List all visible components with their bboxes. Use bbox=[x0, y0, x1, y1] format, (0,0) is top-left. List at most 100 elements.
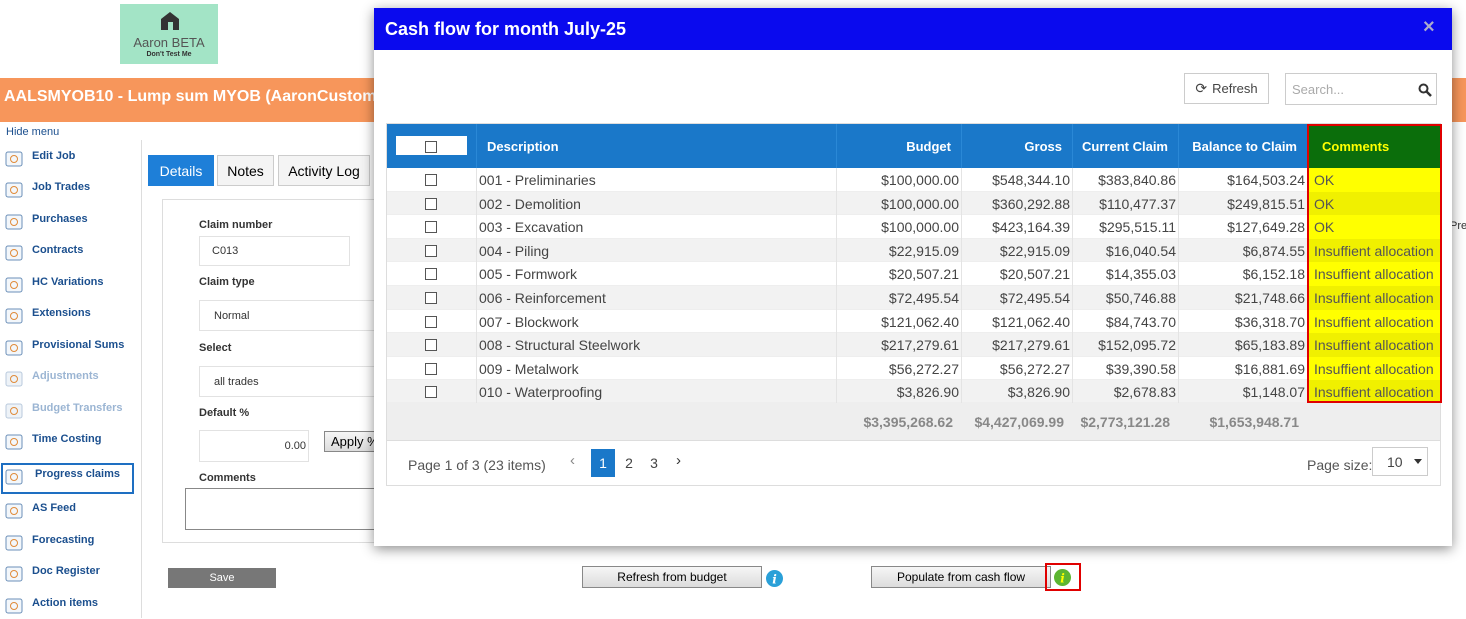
row-checkbox[interactable] bbox=[425, 316, 437, 328]
tab[interactable]: Activity Log bbox=[278, 155, 370, 186]
row-checkbox[interactable] bbox=[425, 174, 437, 186]
grid: Description Budget Gross Current Claim Balan… bbox=[386, 123, 1442, 486]
column-header[interactable]: Budget bbox=[836, 124, 961, 168]
menu-item[interactable]: Time Costing bbox=[32, 433, 102, 445]
dropdown-arrow bbox=[1414, 459, 1422, 464]
row-checkbox[interactable] bbox=[425, 339, 437, 351]
select-all-box bbox=[396, 136, 467, 155]
page-size-select[interactable]: 10 bbox=[1372, 447, 1428, 476]
page-active[interactable]: 1 bbox=[591, 449, 615, 477]
search-input[interactable]: Search... bbox=[1285, 73, 1437, 105]
claim-number-input[interactable]: C013 bbox=[199, 236, 350, 266]
cell: $22,915.09 bbox=[961, 239, 1072, 262]
column-header[interactable]: Balance to Claim bbox=[1178, 124, 1307, 168]
info-icon[interactable]: i bbox=[1053, 568, 1072, 587]
menu-item[interactable]: Budget Transfers bbox=[32, 402, 123, 414]
menu-item[interactable]: Provisional Sums bbox=[32, 339, 125, 351]
comment-cell: OK bbox=[1307, 168, 1442, 192]
row-checkbox[interactable] bbox=[425, 221, 437, 233]
info-icon[interactable]: i bbox=[765, 569, 784, 588]
close-button[interactable]: × bbox=[1423, 16, 1435, 38]
refresh-button[interactable]: ⟳ Refresh bbox=[1184, 73, 1269, 104]
svg-text:i: i bbox=[772, 573, 777, 587]
cell: $249,815.51 bbox=[1178, 192, 1307, 215]
checkbox[interactable] bbox=[425, 141, 437, 153]
cell: $100,000.00 bbox=[836, 192, 961, 215]
hide-menu[interactable]: Hide menu bbox=[6, 126, 60, 138]
grid-header bbox=[387, 124, 1440, 168]
column-header[interactable]: Gross bbox=[961, 124, 1072, 168]
cell: $72,495.54 bbox=[836, 286, 961, 310]
table-row bbox=[387, 168, 1440, 192]
cell: $56,272.27 bbox=[836, 357, 961, 380]
comment-cell: Insuffient allocation bbox=[1307, 239, 1442, 262]
menu-item[interactable]: Doc Register bbox=[32, 565, 100, 577]
menu-item[interactable]: Job Trades bbox=[32, 181, 91, 193]
column-header[interactable]: Current Claim bbox=[1072, 124, 1178, 168]
header-title: AALSMYOB10 - Lump sum MYOB (AaronCustome… bbox=[4, 88, 397, 105]
menu-item[interactable]: HC Variations bbox=[32, 276, 104, 288]
menu-item[interactable]: AS Feed bbox=[32, 502, 77, 514]
logo[interactable]: Aaron BETA Don't Test Me bbox=[120, 4, 218, 64]
populate-button[interactable]: Populate from cash flow bbox=[871, 566, 1051, 588]
cell: $6,874.55 bbox=[1178, 239, 1307, 262]
row-checkbox[interactable] bbox=[425, 268, 437, 280]
cell: $110,477.37 bbox=[1072, 192, 1178, 215]
column-header[interactable]: Description bbox=[476, 124, 836, 168]
page-size-value: 10 bbox=[1387, 453, 1403, 470]
menu-item[interactable]: Forecasting bbox=[32, 534, 95, 546]
logo-tagline: Don't Test Me bbox=[146, 51, 192, 58]
menu-item[interactable]: Action items bbox=[32, 597, 99, 609]
cell: $72,495.54 bbox=[961, 286, 1072, 310]
label: Claim number bbox=[199, 219, 273, 231]
menu-item[interactable]: Contracts bbox=[32, 244, 84, 256]
total-cell: $4,427,069.99 bbox=[974, 413, 1064, 430]
cell: $16,040.54 bbox=[1072, 239, 1178, 262]
page-size-label: Page size: bbox=[1307, 457, 1373, 473]
refresh-budget-button[interactable]: Refresh from budget bbox=[582, 566, 762, 588]
menu-icon bbox=[4, 338, 24, 358]
menu-item[interactable]: Adjustments bbox=[32, 370, 99, 382]
claim-type-select[interactable]: Normal bbox=[199, 300, 379, 331]
menu-item[interactable]: Purchases bbox=[32, 213, 88, 225]
menu-item[interactable]: Progress claims bbox=[35, 468, 120, 480]
total-cell: $2,773,121.28 bbox=[1080, 413, 1170, 430]
menu-icon bbox=[4, 467, 24, 487]
apply-button[interactable]: Apply % bbox=[324, 431, 384, 452]
menu-item[interactable]: Extensions bbox=[32, 307, 91, 319]
cell: $295,515.11 bbox=[1072, 215, 1178, 239]
page-link[interactable]: 2 bbox=[625, 455, 633, 471]
tab-active[interactable]: Details bbox=[148, 155, 214, 186]
save-button[interactable]: Save bbox=[168, 568, 276, 588]
table-row bbox=[387, 357, 1440, 380]
modal: Cash flow for month July-25 × ⟳ Refresh S… bbox=[374, 8, 1452, 546]
comments-textarea[interactable] bbox=[185, 488, 385, 530]
row-checkbox[interactable] bbox=[425, 386, 437, 398]
page-link[interactable]: 3 bbox=[650, 455, 658, 471]
row-checkbox[interactable] bbox=[425, 198, 437, 210]
row-checkbox[interactable] bbox=[425, 363, 437, 375]
cell: $65,183.89 bbox=[1178, 333, 1307, 357]
pager-next[interactable]: › bbox=[676, 452, 681, 469]
menu-item[interactable]: Edit Job bbox=[32, 150, 76, 162]
table-row bbox=[387, 262, 1440, 286]
cell: $217,279.61 bbox=[961, 333, 1072, 357]
search-icon bbox=[1418, 83, 1432, 97]
sidebar: Edit Job Job Trades Purchases Contracts HC V… bbox=[0, 140, 142, 618]
row-checkbox[interactable] bbox=[425, 245, 437, 257]
comment-cell: OK bbox=[1307, 192, 1442, 215]
cell: $16,881.69 bbox=[1178, 357, 1307, 380]
table-row bbox=[387, 239, 1440, 262]
row-checkbox[interactable] bbox=[425, 292, 437, 304]
cell: $100,000.00 bbox=[836, 168, 961, 192]
tab[interactable]: Notes bbox=[217, 155, 274, 186]
menu-icon bbox=[4, 596, 24, 616]
modal-titlebar: Cash flow for month July-25 × bbox=[374, 8, 1452, 50]
cell: $3,826.90 bbox=[836, 380, 961, 403]
menu-icon bbox=[4, 432, 24, 452]
default-input[interactable]: 0.00 bbox=[199, 430, 309, 462]
comment-cell: Insuffient allocation bbox=[1307, 310, 1442, 333]
pager-prev[interactable]: ‹ bbox=[570, 452, 575, 469]
trade-select[interactable]: all trades bbox=[199, 366, 379, 397]
cell: $56,272.27 bbox=[961, 357, 1072, 380]
